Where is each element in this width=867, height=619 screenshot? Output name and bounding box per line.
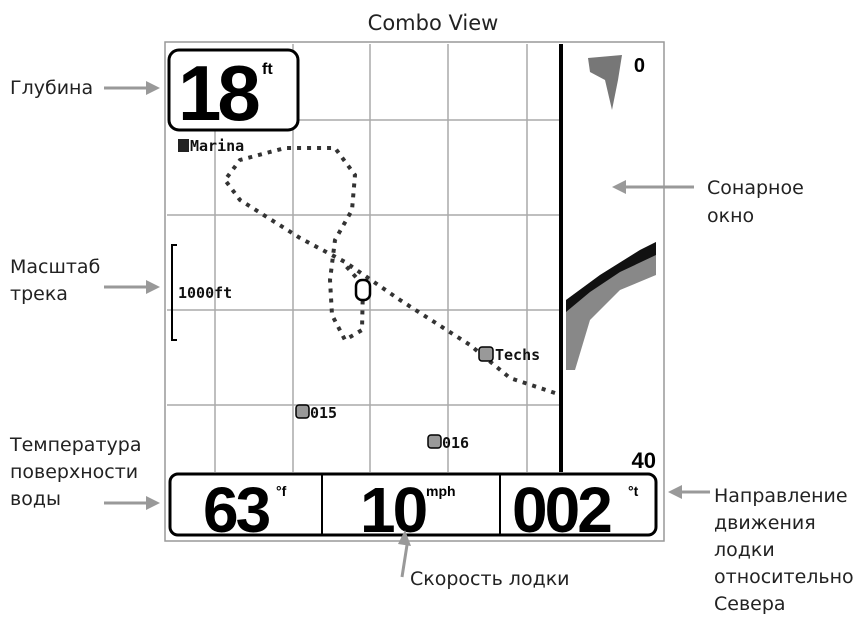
text-line: Масштаб [10, 256, 100, 278]
text-line: движения [714, 512, 816, 534]
callout-temperature: Температура поверхности воды [9, 434, 141, 510]
techs-icon [479, 347, 493, 361]
callout-heading: Направление движения лодки относительно Севе… [714, 485, 854, 615]
text-line: Сонарное [707, 177, 804, 199]
boat-icon [356, 280, 370, 300]
text-line: Скорость лодки [410, 568, 570, 590]
heading-unit: °t [628, 483, 639, 499]
callout-speed: Скорость лодки [410, 568, 570, 590]
arrow [402, 545, 407, 577]
text-line: Севера [714, 593, 786, 615]
sonar-bottom-depth: 40 [632, 448, 656, 473]
waypoint-icon [296, 405, 309, 418]
callout-scale: Масштаб трека [10, 256, 100, 305]
text-line: Глубина [10, 77, 93, 99]
waypoint-016: 016 [442, 434, 469, 452]
text-line: относительно [714, 566, 854, 588]
waypoint-marina: Marina [190, 137, 244, 155]
arrow-head [146, 280, 160, 294]
speed: 10 [360, 474, 426, 546]
scale: 1000ft [178, 284, 232, 302]
speed-unit: mph [426, 483, 456, 499]
sonar-top: 0 [634, 55, 645, 77]
waypoint-icon [428, 435, 441, 448]
text-line: Температура [9, 434, 141, 456]
text-line: поверхности [10, 461, 138, 483]
depth: 18 [178, 49, 258, 137]
diagram: Combo View 0 40 18 ft Marina 1000ft Tech… [0, 0, 867, 619]
arrow-head [668, 485, 682, 499]
depth-unit: ft [262, 61, 273, 78]
temperature: 63 [203, 474, 270, 546]
marina-icon [178, 139, 189, 152]
heading: 002 [512, 474, 611, 546]
waypoint-015: 015 [310, 404, 337, 422]
arrow-head [146, 496, 160, 510]
callout-depth: Глубина [10, 77, 93, 99]
temperature-unit: °f [276, 483, 287, 499]
arrow-head [146, 81, 160, 95]
callout-sonar: Сонарное окно [707, 177, 804, 227]
text-line: окно [707, 205, 754, 227]
waypoint-techs: Techs [495, 346, 540, 364]
title: Combo View [368, 11, 499, 35]
text-line: трека [10, 283, 68, 305]
text-line: воды [10, 488, 61, 510]
text-line: Направление [714, 485, 848, 507]
text-line: лодки [714, 539, 775, 561]
